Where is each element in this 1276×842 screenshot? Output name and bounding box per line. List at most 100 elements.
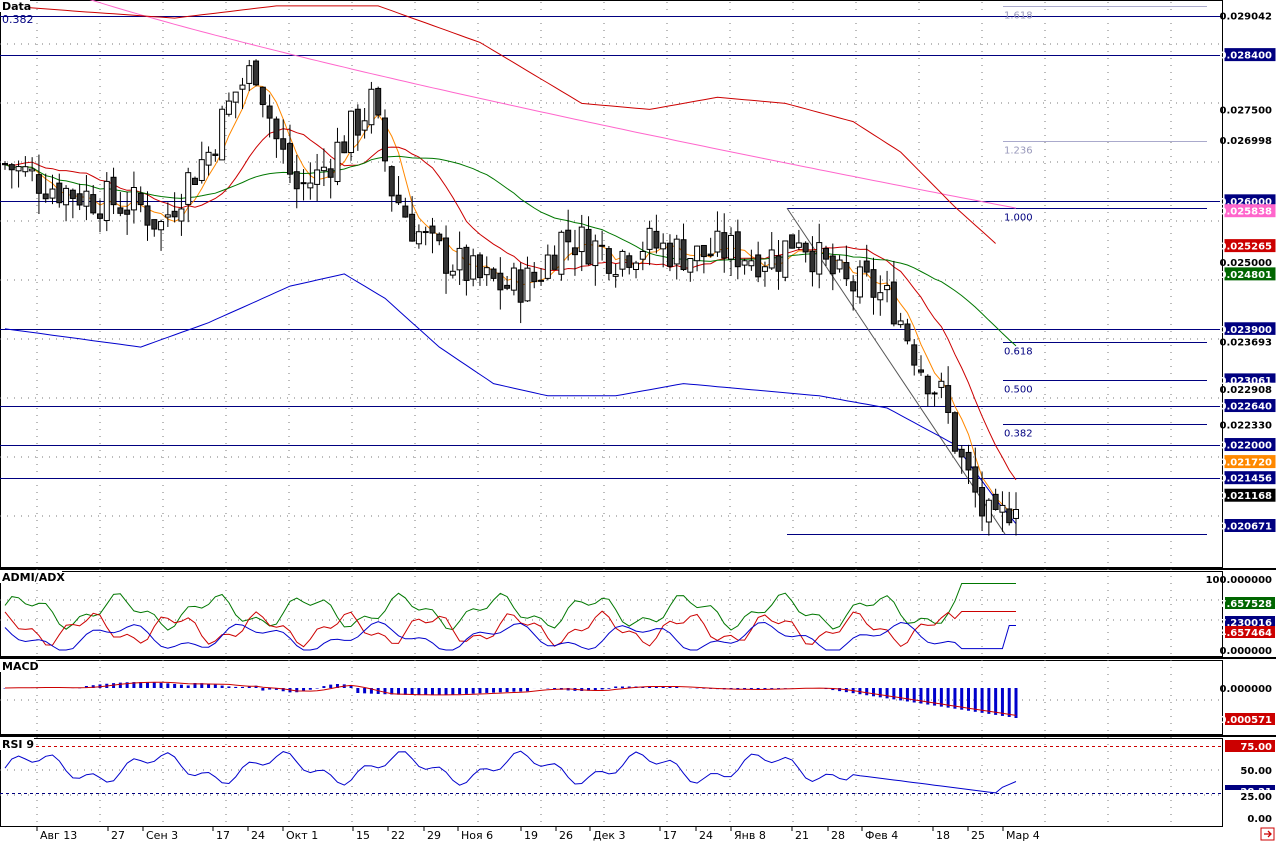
macd-bar xyxy=(91,685,95,688)
macd-bar xyxy=(234,686,238,688)
macd-bar xyxy=(159,682,163,688)
macd-bar xyxy=(838,688,842,692)
candle-body xyxy=(748,260,755,267)
candle-body xyxy=(110,176,117,206)
candle-body xyxy=(890,281,897,325)
scroll-end-button[interactable] xyxy=(1260,827,1275,841)
price-tag-label: 0.026998 xyxy=(1219,136,1272,147)
panel-frame xyxy=(0,0,1223,568)
candle-body xyxy=(42,193,49,200)
panel-frame xyxy=(0,660,1223,735)
candle-body xyxy=(565,229,572,243)
macd-bar xyxy=(878,688,882,698)
macd-panel xyxy=(3,681,1018,718)
candle-body xyxy=(931,392,938,395)
rsi-axis-tag xyxy=(1225,740,1275,752)
horizontal-levels xyxy=(0,16,1222,535)
macd-bar xyxy=(227,686,231,688)
candle-body xyxy=(870,269,877,298)
macd-bar xyxy=(607,688,611,689)
time-tick-label: Окт 1 xyxy=(286,829,318,842)
candle-body xyxy=(619,250,626,270)
price-tag xyxy=(1224,488,1276,502)
candle-body xyxy=(789,234,796,249)
price-tag xyxy=(1224,382,1276,396)
macd-bar xyxy=(675,686,679,688)
time-tick-label: Янв 8 xyxy=(734,829,766,842)
candle-body xyxy=(185,172,192,205)
adx-axis-tag xyxy=(1225,644,1275,656)
candle-body xyxy=(90,194,97,214)
macd-bar xyxy=(1000,688,1004,716)
candle-body xyxy=(728,234,735,260)
candle-body xyxy=(395,194,402,204)
candle-body xyxy=(29,168,36,172)
candle-body xyxy=(694,245,701,262)
candle-body xyxy=(219,108,226,161)
candle-body xyxy=(639,250,646,260)
price-tag-label: 0.025000 xyxy=(1219,258,1272,269)
macd-bar xyxy=(139,682,143,688)
candle-body xyxy=(375,87,382,116)
panel-frame xyxy=(0,571,1223,657)
adx-axis-tag-label: 37.230016 xyxy=(1213,618,1273,629)
time-tick-label: Сен 3 xyxy=(146,829,178,842)
candle-body xyxy=(293,171,300,190)
macd-bar xyxy=(390,688,394,695)
candle-body xyxy=(965,451,972,471)
macd-bar xyxy=(1007,688,1011,717)
candle-body xyxy=(972,466,979,493)
macd-bar xyxy=(600,688,604,690)
candle-body xyxy=(850,281,857,292)
macd-bar xyxy=(3,688,7,689)
price-tag-label: 0.023693 xyxy=(1219,337,1272,348)
candle-body xyxy=(381,117,388,162)
time-tick-label: 27 xyxy=(111,829,125,842)
candle-body xyxy=(239,84,246,90)
candle-body xyxy=(253,60,260,86)
adx-axis-tag xyxy=(1225,616,1275,628)
candle-body xyxy=(992,493,999,510)
price-tag xyxy=(1224,9,1276,22)
candle-body xyxy=(198,159,205,181)
candle-body xyxy=(958,448,965,458)
candle-body xyxy=(687,258,694,273)
candle-body xyxy=(348,110,355,154)
adx-axis-tag xyxy=(1225,626,1275,638)
price-tag xyxy=(1224,438,1276,452)
macd-bar xyxy=(485,688,489,693)
candle-body xyxy=(307,182,314,189)
macd-bar xyxy=(444,688,448,695)
rsi-axis-tag xyxy=(1225,812,1275,824)
macd-bar xyxy=(960,688,964,710)
macd-bar xyxy=(207,683,211,688)
candle-body xyxy=(259,86,266,106)
fibo-level-label: 0.618 xyxy=(1004,347,1033,358)
macd-bar xyxy=(668,686,672,688)
candle-body xyxy=(666,242,673,267)
macd-bar xyxy=(369,688,373,694)
macd-bar xyxy=(994,688,998,715)
candle-body xyxy=(544,254,551,279)
candle-body xyxy=(35,174,42,194)
candle-body xyxy=(721,232,728,259)
rsi-axis-tag xyxy=(1225,764,1275,776)
price-tag-label: 0.029042 xyxy=(1219,12,1272,23)
time-tick-label: Авг 13 xyxy=(40,829,77,842)
candle-body xyxy=(592,240,599,267)
candle-body xyxy=(246,65,253,84)
fibo-level-label: 1.236 xyxy=(1004,146,1033,157)
adx-axis-tag xyxy=(1225,573,1275,585)
macd-bar xyxy=(363,688,367,694)
candle-body xyxy=(633,262,640,271)
macd-bar xyxy=(302,688,306,691)
candle-body xyxy=(2,163,8,166)
macd-bar xyxy=(200,683,204,688)
time-tick-label: Фев 4 xyxy=(865,829,898,842)
time-tick-label: 25 xyxy=(971,829,985,842)
candle-body xyxy=(124,209,131,215)
macd-bar xyxy=(356,688,360,693)
candle-body xyxy=(856,266,863,298)
candle-body xyxy=(354,108,361,136)
